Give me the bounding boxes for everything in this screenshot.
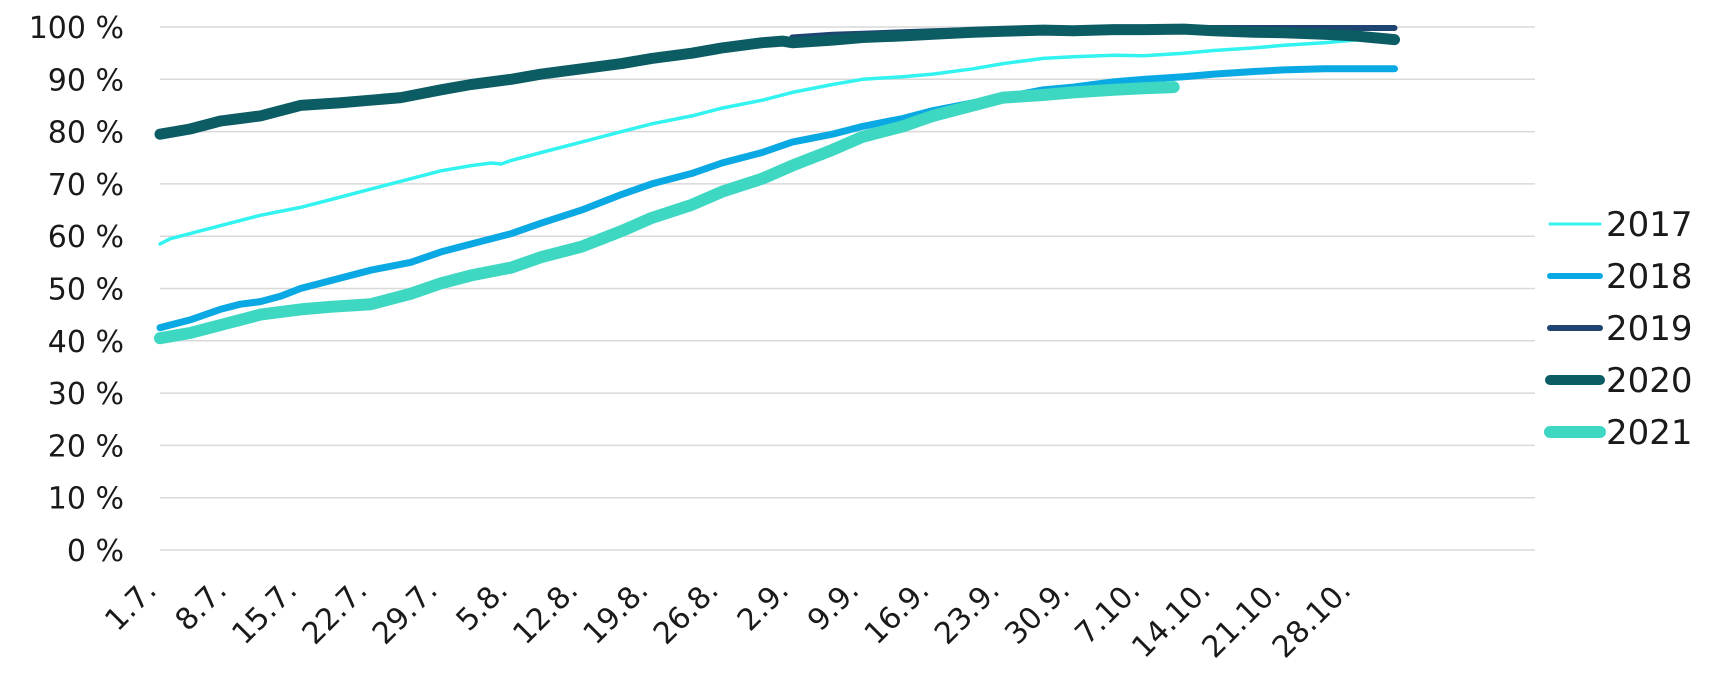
x-tick-label: 23.9. [928,573,1007,652]
legend-label: 2017 [1606,205,1693,245]
x-axis: 1.7. 8.7.15.7.22.7.29.7. 5.8.12.8.19.8.26.… [98,573,1358,665]
legend-item-2021: 2021 [1544,413,1693,453]
legend-label: 2019 [1606,309,1693,349]
x-tick-label: 22.7. [296,573,375,652]
x-tick-label: 29.7. [366,573,445,652]
x-tick-label: 1.7. [98,573,163,638]
y-tick-label: 30 % [48,377,124,412]
x-tick-label: 28.10. [1266,573,1358,665]
x-tick-label: 2.9. [731,573,796,638]
x-tick-label: 15.7. [225,573,304,652]
legend-item-2018: 2018 [1547,257,1693,297]
y-tick-label: 100 % [29,11,124,46]
series-line-2018 [156,65,1398,332]
y-axis: 0 % 10 % 20 % 30 % 40 % 50 % 60 % 70 % 80 % 90 % 1… [29,11,124,569]
x-tick-label: 26.8. [647,573,726,652]
legend: 2017 2018 2019 2020 2021 [1544,205,1693,453]
legend-label: 2021 [1606,413,1693,453]
series-line-2017 [158,35,1397,246]
x-tick-label: 8.7. [169,573,234,638]
y-tick-label: 70 % [48,168,124,203]
legend-label: 2020 [1606,361,1693,401]
y-tick-label: 80 % [48,116,124,151]
y-tick-label: 50 % [48,273,124,308]
x-tick-label: 5.8. [450,573,515,638]
x-tick-label: 14.10. [1125,573,1217,665]
y-tick-label: 0 % [67,534,124,569]
y-tick-label: 90 % [48,63,124,98]
x-tick-label: 30.9. [998,573,1077,652]
y-tick-label: 40 % [48,325,124,360]
series-line-2020 [154,23,1400,140]
y-tick-label: 60 % [48,220,124,255]
x-tick-label: 21.10. [1196,573,1288,665]
y-tick-label: 10 % [48,482,124,517]
y-tick-label: 20 % [48,429,124,464]
legend-item-2017: 2017 [1548,205,1693,245]
series-line-2021 [154,81,1180,345]
x-tick-label: 19.8. [577,573,656,652]
x-tick-label: 9.9. [801,573,866,638]
legend-label: 2018 [1606,257,1693,297]
legend-item-2020: 2020 [1545,361,1693,401]
legend-item-2019: 2019 [1547,309,1693,349]
x-tick-label: 16.9. [858,573,937,652]
x-tick-label: 12.8. [506,573,585,652]
series-lines [154,23,1400,345]
